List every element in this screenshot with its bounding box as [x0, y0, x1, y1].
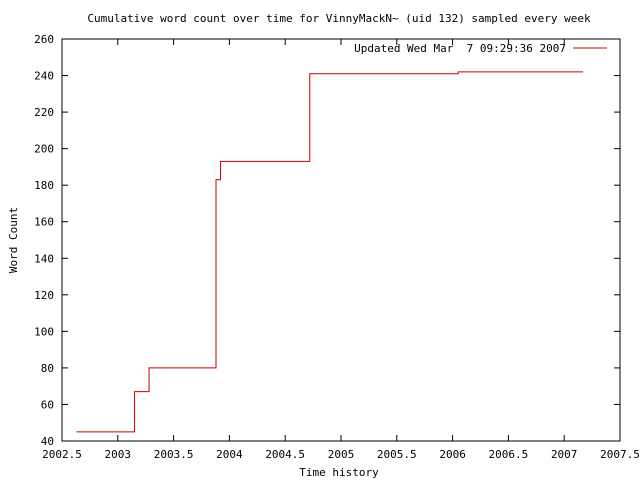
x-tick-label: 2004 — [216, 448, 243, 461]
x-tick-label: 2002.5 — [42, 448, 82, 461]
y-tick-label: 140 — [34, 252, 54, 265]
x-tick-label: 2004.5 — [265, 448, 305, 461]
y-tick-label: 260 — [34, 33, 54, 46]
x-tick-label: 2006 — [439, 448, 466, 461]
y-tick-label: 120 — [34, 289, 54, 302]
x-axis: 2002.5 2003 2003.5 2004 2004.5 2005 2005.5 2006… — [42, 39, 640, 461]
x-tick-label: 2005.5 — [377, 448, 417, 461]
series-group — [76, 71, 584, 433]
y-tick-label: 240 — [34, 70, 54, 83]
x-tick-label: 2006.5 — [489, 448, 529, 461]
y-tick-label: 180 — [34, 179, 54, 192]
chart-title: Cumulative word count over time for Vinn… — [87, 12, 591, 25]
x-tick-label: 2005 — [328, 448, 355, 461]
x-tick-label: 2003.5 — [154, 448, 194, 461]
y-tick-label: 200 — [34, 143, 54, 156]
x-axis-label: Time history — [299, 466, 379, 479]
x-tick-label: 2007 — [551, 448, 578, 461]
y-axis: 40 60 80 100 120 140 160 180 200 220 240 260 — [34, 33, 620, 448]
series-line — [76, 71, 584, 433]
y-tick-label: 160 — [34, 216, 54, 229]
legend: Updated Wed Mar 7 09:29:36 2007 — [354, 42, 607, 55]
y-tick-label: 60 — [41, 398, 54, 411]
y-tick-label: 40 — [41, 435, 54, 448]
x-tick-label: 2003 — [105, 448, 132, 461]
y-tick-label: 100 — [34, 325, 54, 338]
legend-label: Updated Wed Mar 7 09:29:36 2007 — [354, 42, 566, 55]
plot-frame — [61, 38, 621, 442]
x-tick-label: 2007.5 — [600, 448, 640, 461]
y-tick-label: 220 — [34, 106, 54, 119]
y-tick-label: 80 — [41, 362, 54, 375]
y-axis-label: Word Count — [7, 207, 20, 273]
